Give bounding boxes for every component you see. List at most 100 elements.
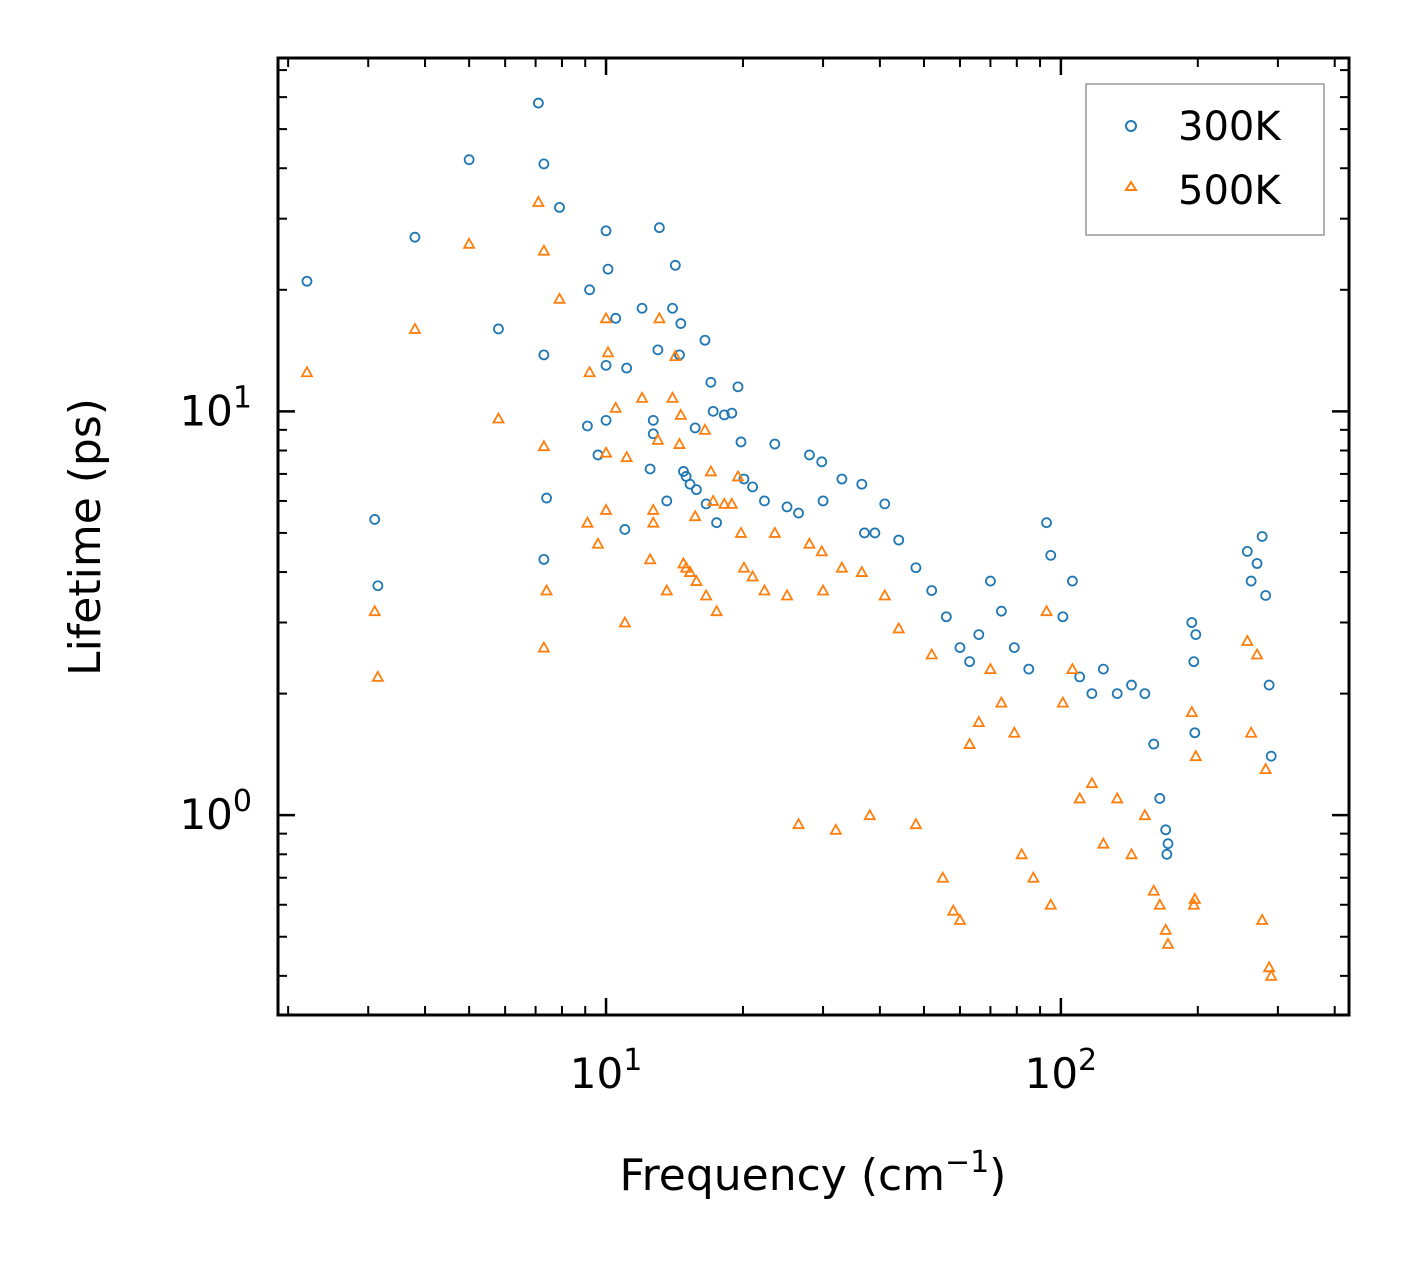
point-300k [973, 629, 985, 641]
point-500k [368, 604, 382, 617]
point-500k [704, 464, 718, 477]
point-500k [835, 560, 849, 573]
point-300k [817, 495, 829, 507]
point-500k [768, 526, 782, 538]
point-500k [1044, 897, 1058, 910]
point-300k [836, 473, 848, 485]
point-300k [600, 414, 612, 426]
series-500k [300, 195, 1278, 981]
point-500k [816, 583, 830, 596]
point-500k [599, 503, 613, 515]
point-300k [726, 407, 738, 419]
point-300k [1162, 838, 1174, 850]
point-300k [1251, 558, 1263, 569]
point-300k [621, 362, 633, 374]
point-300k [301, 275, 313, 287]
point-300k [700, 498, 712, 510]
point-300k [985, 575, 996, 587]
point-500k [689, 574, 703, 586]
point-500k [878, 588, 892, 601]
point-300k [667, 302, 678, 314]
point-500k [1255, 913, 1269, 925]
point-500k [863, 808, 877, 821]
point-500k [925, 647, 939, 660]
point-500k [635, 391, 649, 403]
point-500k [1188, 892, 1202, 904]
x-tick-labels: 101 102 [570, 1043, 1097, 1098]
point-300k [1154, 793, 1166, 804]
point-300k [684, 478, 696, 490]
point-500k [679, 560, 693, 573]
point-500k [1240, 634, 1254, 646]
point-300k [910, 562, 922, 574]
point-300k [893, 534, 905, 546]
point-300k [584, 284, 595, 296]
point-300k [538, 349, 550, 361]
point-500k [591, 536, 605, 549]
point-300k [1188, 656, 1200, 668]
point-500k [537, 439, 551, 452]
point-300k [1097, 663, 1109, 675]
x-axis-label-close: ) [989, 1150, 1006, 1201]
point-500k [660, 583, 674, 596]
point-500k [552, 291, 567, 304]
point-500k [1264, 969, 1278, 981]
point-500k [725, 497, 739, 509]
point-300k [781, 501, 793, 513]
point-500k [1189, 749, 1203, 762]
plot-frame [276, 56, 1351, 1017]
point-500k [1147, 883, 1161, 896]
point-300k [1074, 671, 1086, 683]
point-300k [538, 158, 550, 170]
point-500k [646, 503, 660, 515]
point-300k [1057, 611, 1069, 623]
point-300k [1139, 688, 1151, 700]
point-300k [1126, 679, 1137, 691]
point-500k [855, 565, 869, 577]
point-500k [537, 640, 551, 653]
point-500k [1085, 776, 1099, 789]
point-300k [369, 514, 381, 525]
point-300k [1161, 848, 1173, 860]
point-500k [946, 903, 960, 916]
x-tick-label: 101 [570, 1043, 643, 1098]
point-300k [705, 376, 717, 388]
point-300k [747, 481, 759, 493]
point-500k [609, 401, 623, 413]
y-tick-label: 100 [179, 784, 252, 839]
point-500k [731, 469, 745, 482]
point-500k [1153, 897, 1167, 910]
point-300k [1263, 679, 1275, 691]
point-300k [738, 473, 750, 485]
point-500k [371, 670, 385, 682]
point-300k [1066, 575, 1078, 587]
point-300k [1041, 517, 1052, 529]
point-500k [651, 433, 665, 445]
point-500k [829, 822, 843, 835]
point-500k [652, 311, 666, 324]
point-500k [780, 588, 794, 601]
point-300k [859, 527, 870, 539]
point-300k [1265, 750, 1277, 762]
point-300k [1189, 727, 1201, 739]
point-300k [804, 449, 815, 461]
point-300k [926, 585, 938, 596]
point-500k [737, 560, 751, 573]
point-500k [802, 536, 816, 549]
point-300k [619, 524, 631, 535]
point-500k [672, 437, 686, 449]
point-300k [1148, 738, 1160, 750]
point-300k [644, 463, 656, 475]
point-500k [994, 695, 1008, 708]
point-500k [757, 583, 771, 596]
point-300k [661, 495, 673, 507]
point-500k [618, 615, 632, 628]
point-300k [940, 611, 952, 623]
series-300k [301, 97, 1277, 860]
x-axis-label-sup: −1 [945, 1145, 989, 1180]
point-300k [954, 642, 966, 654]
point-500k [963, 737, 977, 749]
point-500k [688, 509, 702, 522]
point-500k [1065, 662, 1079, 675]
point-300k [735, 436, 747, 448]
